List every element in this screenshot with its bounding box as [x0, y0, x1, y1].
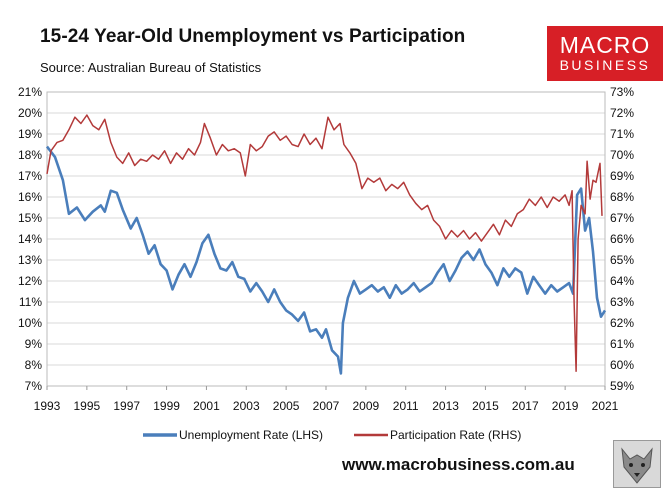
- left-tick-label: 10%: [18, 316, 42, 330]
- x-tick-label: 2017: [512, 399, 539, 413]
- x-tick-label: 2015: [472, 399, 499, 413]
- wolf-icon: [613, 440, 661, 488]
- right-tick-label: 68%: [610, 190, 634, 204]
- x-tick-label: 2009: [353, 399, 380, 413]
- logo-line-1: MACRO: [559, 32, 651, 58]
- right-tick-label: 59%: [610, 379, 634, 393]
- x-tick-label: 1995: [74, 399, 101, 413]
- x-tick-label: 2013: [432, 399, 459, 413]
- left-tick-label: 14%: [18, 232, 42, 246]
- left-tick-label: 12%: [18, 274, 42, 288]
- left-tick-label: 16%: [18, 190, 42, 204]
- x-tick-label: 2001: [193, 399, 220, 413]
- chart-legend: Unemployment Rate (LHS) Participation Rat…: [143, 428, 521, 442]
- right-tick-label: 69%: [610, 169, 634, 183]
- right-tick-label: 72%: [610, 106, 634, 120]
- x-tick-label: 1993: [34, 399, 61, 413]
- chart-grid: [47, 91, 605, 387]
- right-tick-label: 64%: [610, 274, 634, 288]
- left-tick-label: 13%: [18, 253, 42, 267]
- right-tick-label: 71%: [610, 127, 634, 141]
- series-lines: [45, 114, 607, 375]
- left-tick-label: 8%: [25, 358, 43, 372]
- right-tick-label: 70%: [610, 148, 634, 162]
- x-tick-label: 2019: [552, 399, 579, 413]
- right-tick-label: 65%: [610, 253, 634, 267]
- macrobusiness-logo: MACRO BUSINESS: [547, 26, 663, 81]
- left-tick-label: 11%: [19, 295, 42, 309]
- series-line-1: [45, 145, 607, 375]
- logo-line-2: BUSINESS: [559, 57, 651, 73]
- x-tick-label: 2021: [592, 399, 619, 413]
- right-tick-label: 66%: [610, 232, 634, 246]
- x-tick-label: 2007: [313, 399, 340, 413]
- left-tick-label: 7%: [25, 379, 43, 393]
- right-tick-label: 60%: [610, 358, 634, 372]
- left-tick-label: 18%: [18, 148, 42, 162]
- x-tick-label: 1999: [153, 399, 180, 413]
- right-tick-label: 73%: [610, 85, 634, 99]
- right-tick-label: 67%: [610, 211, 634, 225]
- left-tick-label: 21%: [18, 85, 42, 99]
- website-url[interactable]: www.macrobusiness.com.au: [342, 455, 575, 474]
- x-tick-label: 2005: [273, 399, 300, 413]
- x-tick-label: 1997: [113, 399, 140, 413]
- left-tick-label: 9%: [25, 337, 43, 351]
- right-tick-label: 62%: [610, 316, 634, 330]
- left-tick-label: 15%: [18, 211, 42, 225]
- left-tick-label: 19%: [18, 127, 42, 141]
- left-tick-label: 20%: [18, 106, 42, 120]
- right-axis: 59% 60% 61% 62% 63% 64% 65% 66% 67% 68% 69% 70% 71% 7…: [610, 85, 634, 393]
- left-axis: 7% 8% 9% 10% 11% 12% 13% 14% 15% 16% 17% 18% 19% 20% 2…: [18, 85, 42, 393]
- right-tick-label: 63%: [610, 295, 634, 309]
- x-axis: 1993 1995 1997 1999 2001 2003 2005 2007 2009 2011…: [34, 386, 619, 413]
- series-line-2: [46, 114, 603, 373]
- legend-label-2: Participation Rate (RHS): [390, 428, 521, 442]
- legend-label-1: Unemployment Rate (LHS): [179, 428, 323, 442]
- x-tick-label: 2003: [233, 399, 260, 413]
- page-title: 15-24 Year-Old Unemployment vs Participa…: [40, 26, 466, 47]
- left-tick-label: 17%: [18, 169, 42, 183]
- right-tick-label: 61%: [610, 337, 634, 351]
- x-tick-label: 2011: [393, 399, 419, 413]
- chart-source: Source: Australian Bureau of Statistics: [40, 60, 262, 75]
